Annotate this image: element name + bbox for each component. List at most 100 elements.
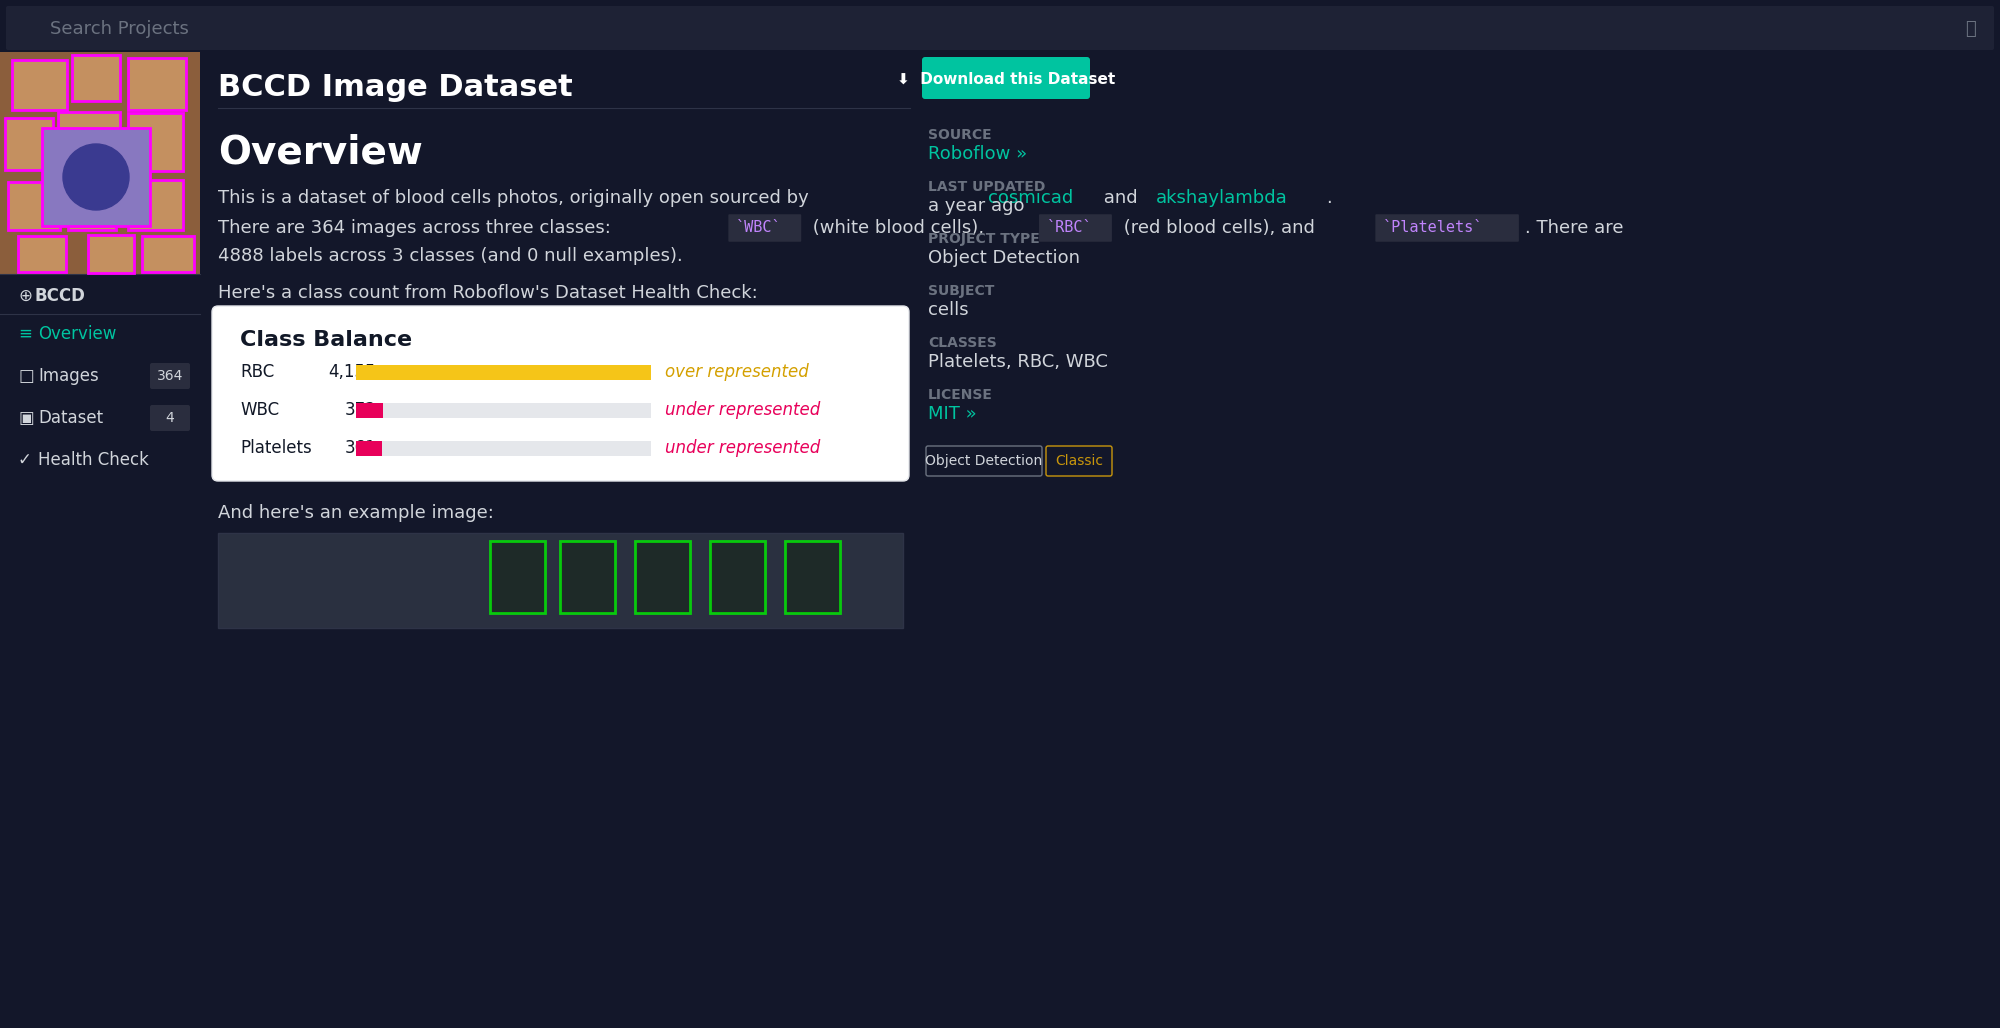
Text: There are 364 images across three classes:: There are 364 images across three classe… — [218, 219, 616, 237]
Bar — [356, 403, 652, 417]
Bar — [88, 235, 134, 273]
Text: (red blood cells), and: (red blood cells), and — [1118, 219, 1320, 237]
FancyBboxPatch shape — [1040, 214, 1112, 242]
Text: □: □ — [18, 367, 34, 386]
Text: Dataset: Dataset — [38, 409, 104, 427]
Bar — [784, 541, 840, 613]
FancyBboxPatch shape — [6, 6, 1994, 50]
Bar — [12, 60, 68, 110]
Bar — [356, 403, 382, 417]
FancyBboxPatch shape — [212, 306, 908, 481]
Text: Platelets, RBC, WBC: Platelets, RBC, WBC — [928, 353, 1108, 371]
Bar — [8, 182, 60, 230]
Text: `Platelets`: `Platelets` — [1384, 220, 1484, 235]
FancyBboxPatch shape — [150, 405, 190, 431]
Bar — [72, 56, 120, 101]
Text: Platelets: Platelets — [240, 439, 312, 457]
Text: ✓: ✓ — [18, 451, 32, 469]
Bar — [128, 58, 186, 110]
Bar — [142, 236, 194, 272]
Text: akshaylambda: akshaylambda — [1156, 189, 1288, 207]
Text: SOURCE: SOURCE — [928, 128, 992, 142]
Bar — [68, 178, 116, 230]
Bar — [128, 180, 184, 230]
Text: SUBJECT: SUBJECT — [928, 284, 994, 298]
Text: Here's a class count from Roboflow's Dataset Health Check:: Here's a class count from Roboflow's Dat… — [218, 284, 758, 302]
Text: 4,155: 4,155 — [328, 363, 376, 381]
FancyBboxPatch shape — [1376, 214, 1518, 242]
Bar — [142, 236, 194, 272]
Text: Overview: Overview — [218, 133, 422, 171]
Bar — [18, 236, 66, 272]
Bar — [8, 182, 60, 230]
Bar — [88, 235, 134, 273]
Text: Overview: Overview — [38, 325, 116, 343]
Text: Object Detection: Object Detection — [928, 249, 1080, 267]
Text: . There are: . There are — [1524, 219, 1624, 237]
Bar — [356, 441, 652, 455]
Circle shape — [64, 144, 128, 210]
Text: BCCD Image Dataset: BCCD Image Dataset — [218, 73, 572, 103]
Text: WBC: WBC — [240, 401, 280, 419]
Text: ▣: ▣ — [18, 409, 34, 427]
Bar — [72, 56, 120, 101]
Text: Roboflow »: Roboflow » — [928, 145, 1028, 163]
Text: and: and — [1098, 189, 1144, 207]
Bar — [710, 541, 764, 613]
Text: `RBC`: `RBC` — [1048, 220, 1092, 235]
Text: PROJECT TYPE: PROJECT TYPE — [928, 232, 1040, 246]
Text: under represented: under represented — [664, 401, 820, 419]
Text: MIT »: MIT » — [928, 405, 976, 423]
Text: Search Projects: Search Projects — [50, 20, 188, 38]
Text: 4888 labels across 3 classes (and 0 null examples).: 4888 labels across 3 classes (and 0 null… — [218, 247, 682, 265]
Bar — [42, 128, 150, 226]
Text: Images: Images — [38, 367, 98, 386]
Text: RBC: RBC — [240, 363, 274, 381]
Text: Class Balance: Class Balance — [240, 330, 412, 350]
Bar — [58, 112, 120, 174]
Text: This is a dataset of blood cells photos, originally open sourced by: This is a dataset of blood cells photos,… — [218, 189, 814, 207]
Text: cells: cells — [928, 301, 968, 319]
Text: cosmicad: cosmicad — [988, 189, 1072, 207]
Bar — [356, 365, 652, 379]
Text: LICENSE: LICENSE — [928, 388, 992, 402]
Bar — [68, 178, 116, 230]
Text: And here's an example image:: And here's an example image: — [218, 504, 494, 522]
Bar — [356, 441, 382, 455]
Text: 364: 364 — [156, 369, 184, 383]
Text: 4: 4 — [166, 411, 174, 425]
Bar — [128, 180, 184, 230]
Bar — [128, 113, 184, 171]
Text: Classic: Classic — [1056, 454, 1104, 468]
Bar — [12, 60, 68, 110]
FancyBboxPatch shape — [922, 57, 1090, 99]
Text: ⊕: ⊕ — [18, 287, 32, 305]
Text: 372: 372 — [344, 401, 376, 419]
Text: 🔍: 🔍 — [1964, 20, 1976, 38]
Text: `WBC`: `WBC` — [736, 220, 782, 235]
Bar — [18, 236, 66, 272]
Text: LAST UPDATED: LAST UPDATED — [928, 180, 1046, 194]
Bar — [490, 541, 544, 613]
Text: Health Check: Health Check — [38, 451, 148, 469]
Bar — [218, 533, 904, 628]
Bar — [4, 118, 52, 170]
Bar — [58, 112, 120, 174]
FancyBboxPatch shape — [728, 214, 802, 242]
FancyBboxPatch shape — [150, 363, 190, 389]
Bar — [636, 541, 690, 613]
Bar — [4, 118, 52, 170]
Text: Object Detection: Object Detection — [926, 454, 1042, 468]
Text: CLASSES: CLASSES — [928, 336, 996, 350]
Bar — [128, 58, 186, 110]
Bar — [128, 113, 184, 171]
Text: over represented: over represented — [664, 363, 808, 381]
Text: 361: 361 — [344, 439, 376, 457]
Text: ⬇  Download this Dataset: ⬇ Download this Dataset — [896, 72, 1116, 86]
Text: ≡: ≡ — [18, 325, 32, 343]
Text: under represented: under represented — [664, 439, 820, 457]
Text: BCCD: BCCD — [36, 287, 86, 305]
Text: .: . — [1326, 189, 1332, 207]
Text: (white blood cells),: (white blood cells), — [808, 219, 990, 237]
Bar — [560, 541, 616, 613]
